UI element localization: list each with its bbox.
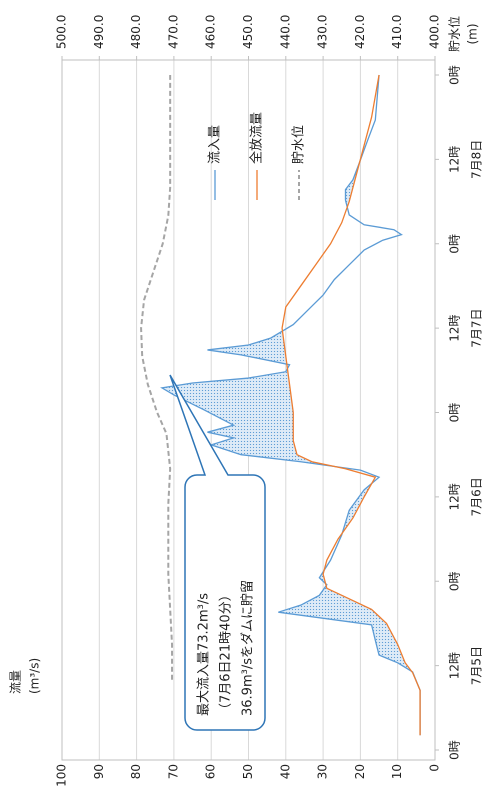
- annotation-text: 最大流入量73.2m³/s: [197, 593, 212, 716]
- x-tick-label: 12時: [448, 146, 462, 173]
- y2-tick-label: 400.0: [428, 15, 442, 49]
- y-tick-label: 10: [390, 764, 404, 779]
- date-label: 7月5日: [470, 646, 484, 685]
- y2-tick-label: 420.0: [353, 15, 367, 49]
- y2-tick-label: 470.0: [166, 15, 180, 49]
- legend-label: 全放流量: [249, 112, 265, 164]
- x-tick-label: 12時: [448, 652, 462, 679]
- series-line: [160, 74, 421, 736]
- x-tick-label: 0時: [448, 65, 462, 85]
- annotation-text: 36.9m³/sをダムに貯留: [241, 580, 256, 716]
- x-tick-label: 0時: [448, 234, 462, 254]
- series-line: [281, 74, 421, 736]
- y-tick-label: 60: [204, 764, 218, 779]
- date-label: 7月8日: [470, 140, 484, 179]
- y-tick-label: 90: [92, 764, 106, 779]
- y2-axis-title: 貯水位: [447, 16, 462, 52]
- annotation-text: （7月6日21時40分）: [219, 588, 234, 716]
- y2-tick-label: 440.0: [278, 15, 292, 49]
- series-line: [140, 75, 174, 680]
- rotated-chart: 0 10 20 30 40 50 60 70 80 90 100 400.0 410.0 420.0 430…: [9, 15, 484, 787]
- y2-tick-label: 480.0: [129, 15, 143, 49]
- y-axis-title: 流量: [9, 670, 23, 694]
- legend-label: 流入量: [208, 125, 223, 164]
- legend-label: 貯水位: [292, 125, 307, 164]
- x-tick-label: 12時: [448, 483, 462, 510]
- x-tick-label: 12時: [448, 314, 462, 341]
- x-tick-label: 0時: [448, 403, 462, 423]
- callout: [169, 374, 266, 731]
- y2-tick-label: 430.0: [316, 15, 330, 49]
- y-axis-title: (m³/s): [28, 658, 42, 694]
- y2-tick-label: 500.0: [55, 15, 69, 49]
- x-tick-label: 0時: [448, 571, 462, 591]
- x-tick-label: 0時: [448, 740, 462, 760]
- y-tick-label: 100: [55, 764, 69, 787]
- y-tick-label: 70: [166, 764, 180, 779]
- y-tick-label: 0: [428, 764, 442, 772]
- y2-tick-label: 490.0: [92, 15, 106, 49]
- y2-tick-label: 460.0: [204, 15, 218, 49]
- y-tick-label: 50: [241, 764, 255, 779]
- y2-axis-title: (m): [466, 23, 480, 44]
- y-tick-label: 30: [316, 764, 330, 779]
- date-label: 7月7日: [470, 308, 484, 347]
- y-tick-label: 80: [129, 764, 143, 779]
- y-tick-label: 40: [278, 764, 292, 779]
- date-label: 7月6日: [470, 477, 484, 516]
- y2-tick-label: 410.0: [390, 15, 404, 49]
- y-tick-label: 20: [353, 764, 367, 779]
- y2-tick-label: 450.0: [241, 15, 255, 49]
